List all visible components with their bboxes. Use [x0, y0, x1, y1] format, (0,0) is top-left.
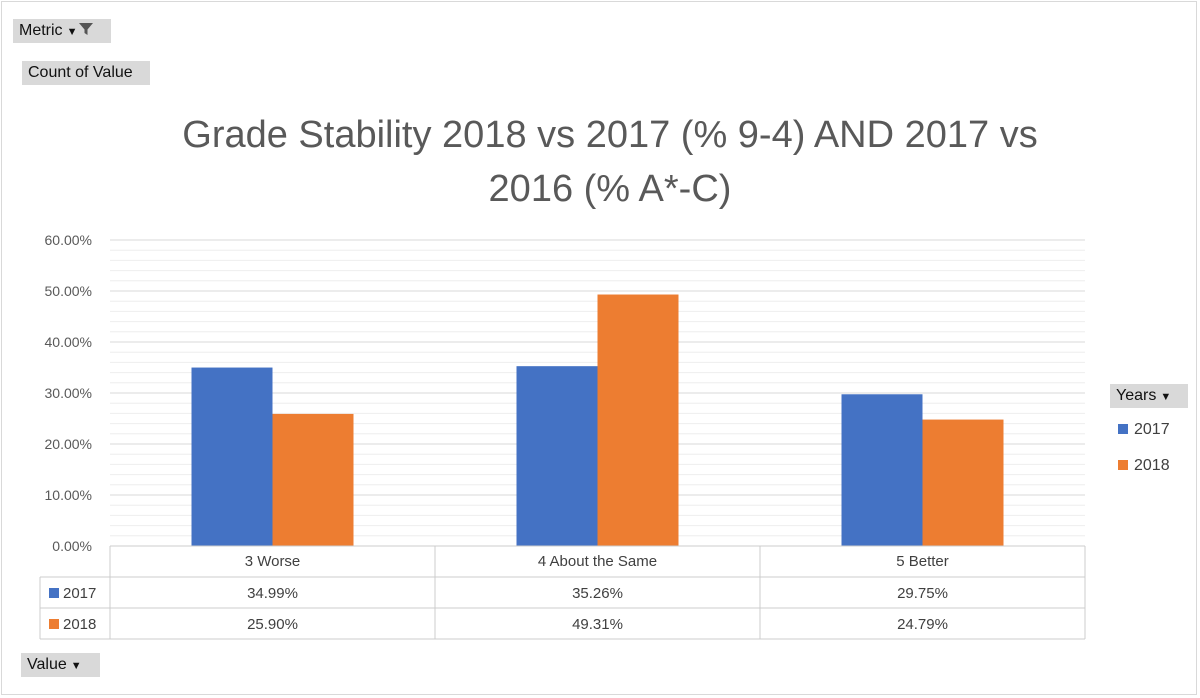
bar-2018-1	[597, 294, 679, 546]
y-tick-label: 40.00%	[45, 334, 92, 350]
y-tick-label: 60.00%	[45, 232, 92, 248]
bar-2018-0	[272, 413, 354, 546]
y-tick-label: 50.00%	[45, 283, 92, 299]
table-swatch-2018	[49, 619, 59, 629]
metric-field-button[interactable]: Metric ▼	[13, 19, 111, 43]
count-of-value-label: Count of Value	[28, 64, 133, 81]
table-value: 25.90%	[247, 616, 298, 633]
category-label: 5 Better	[896, 553, 949, 570]
chart-title: Grade Stability 2018 vs 2017 (% 9-4) AND…	[182, 114, 1038, 210]
table-value: 24.79%	[897, 616, 948, 633]
bar-2017-0	[191, 367, 273, 546]
y-tick-label: 20.00%	[45, 436, 92, 452]
table-value: 35.26%	[572, 585, 623, 602]
table-value: 49.31%	[572, 616, 623, 633]
chevron-down-icon: ▼	[66, 26, 78, 38]
chevron-down-icon: ▼	[70, 660, 82, 672]
legend-swatch-2018	[1118, 460, 1128, 470]
chevron-down-icon: ▼	[1160, 391, 1172, 403]
value-field-label: Value	[27, 656, 67, 673]
category-label: 4 About the Same	[538, 553, 657, 570]
legend-item-2018: 2018	[1118, 456, 1170, 476]
legend-item-2017: 2017	[1118, 420, 1170, 440]
legend-label-2018: 2018	[1134, 457, 1170, 474]
legend-swatch-2017	[1118, 424, 1128, 434]
value-field-button[interactable]: Value ▼	[21, 653, 100, 677]
y-tick-label: 0.00%	[52, 538, 92, 554]
table-value: 34.99%	[247, 585, 298, 602]
filter-icon	[78, 21, 94, 45]
table-swatch-2017	[49, 588, 59, 598]
bar-2018-2	[922, 419, 1004, 546]
count-of-value-field-button: Count of Value	[22, 61, 150, 85]
y-tick-label: 10.00%	[45, 487, 92, 503]
metric-field-label: Metric	[19, 22, 63, 39]
category-label: 3 Worse	[245, 553, 301, 570]
bar-2017-2	[841, 394, 923, 546]
table-series-label: 2018	[63, 616, 96, 633]
table-value: 29.75%	[897, 585, 948, 602]
years-field-button[interactable]: Years ▼	[1110, 384, 1188, 408]
legend-label-2017: 2017	[1134, 421, 1170, 438]
table-series-label: 2017	[63, 585, 96, 602]
y-tick-label: 30.00%	[45, 385, 92, 401]
years-field-label: Years	[1116, 387, 1157, 404]
bar-2017-1	[516, 366, 598, 546]
